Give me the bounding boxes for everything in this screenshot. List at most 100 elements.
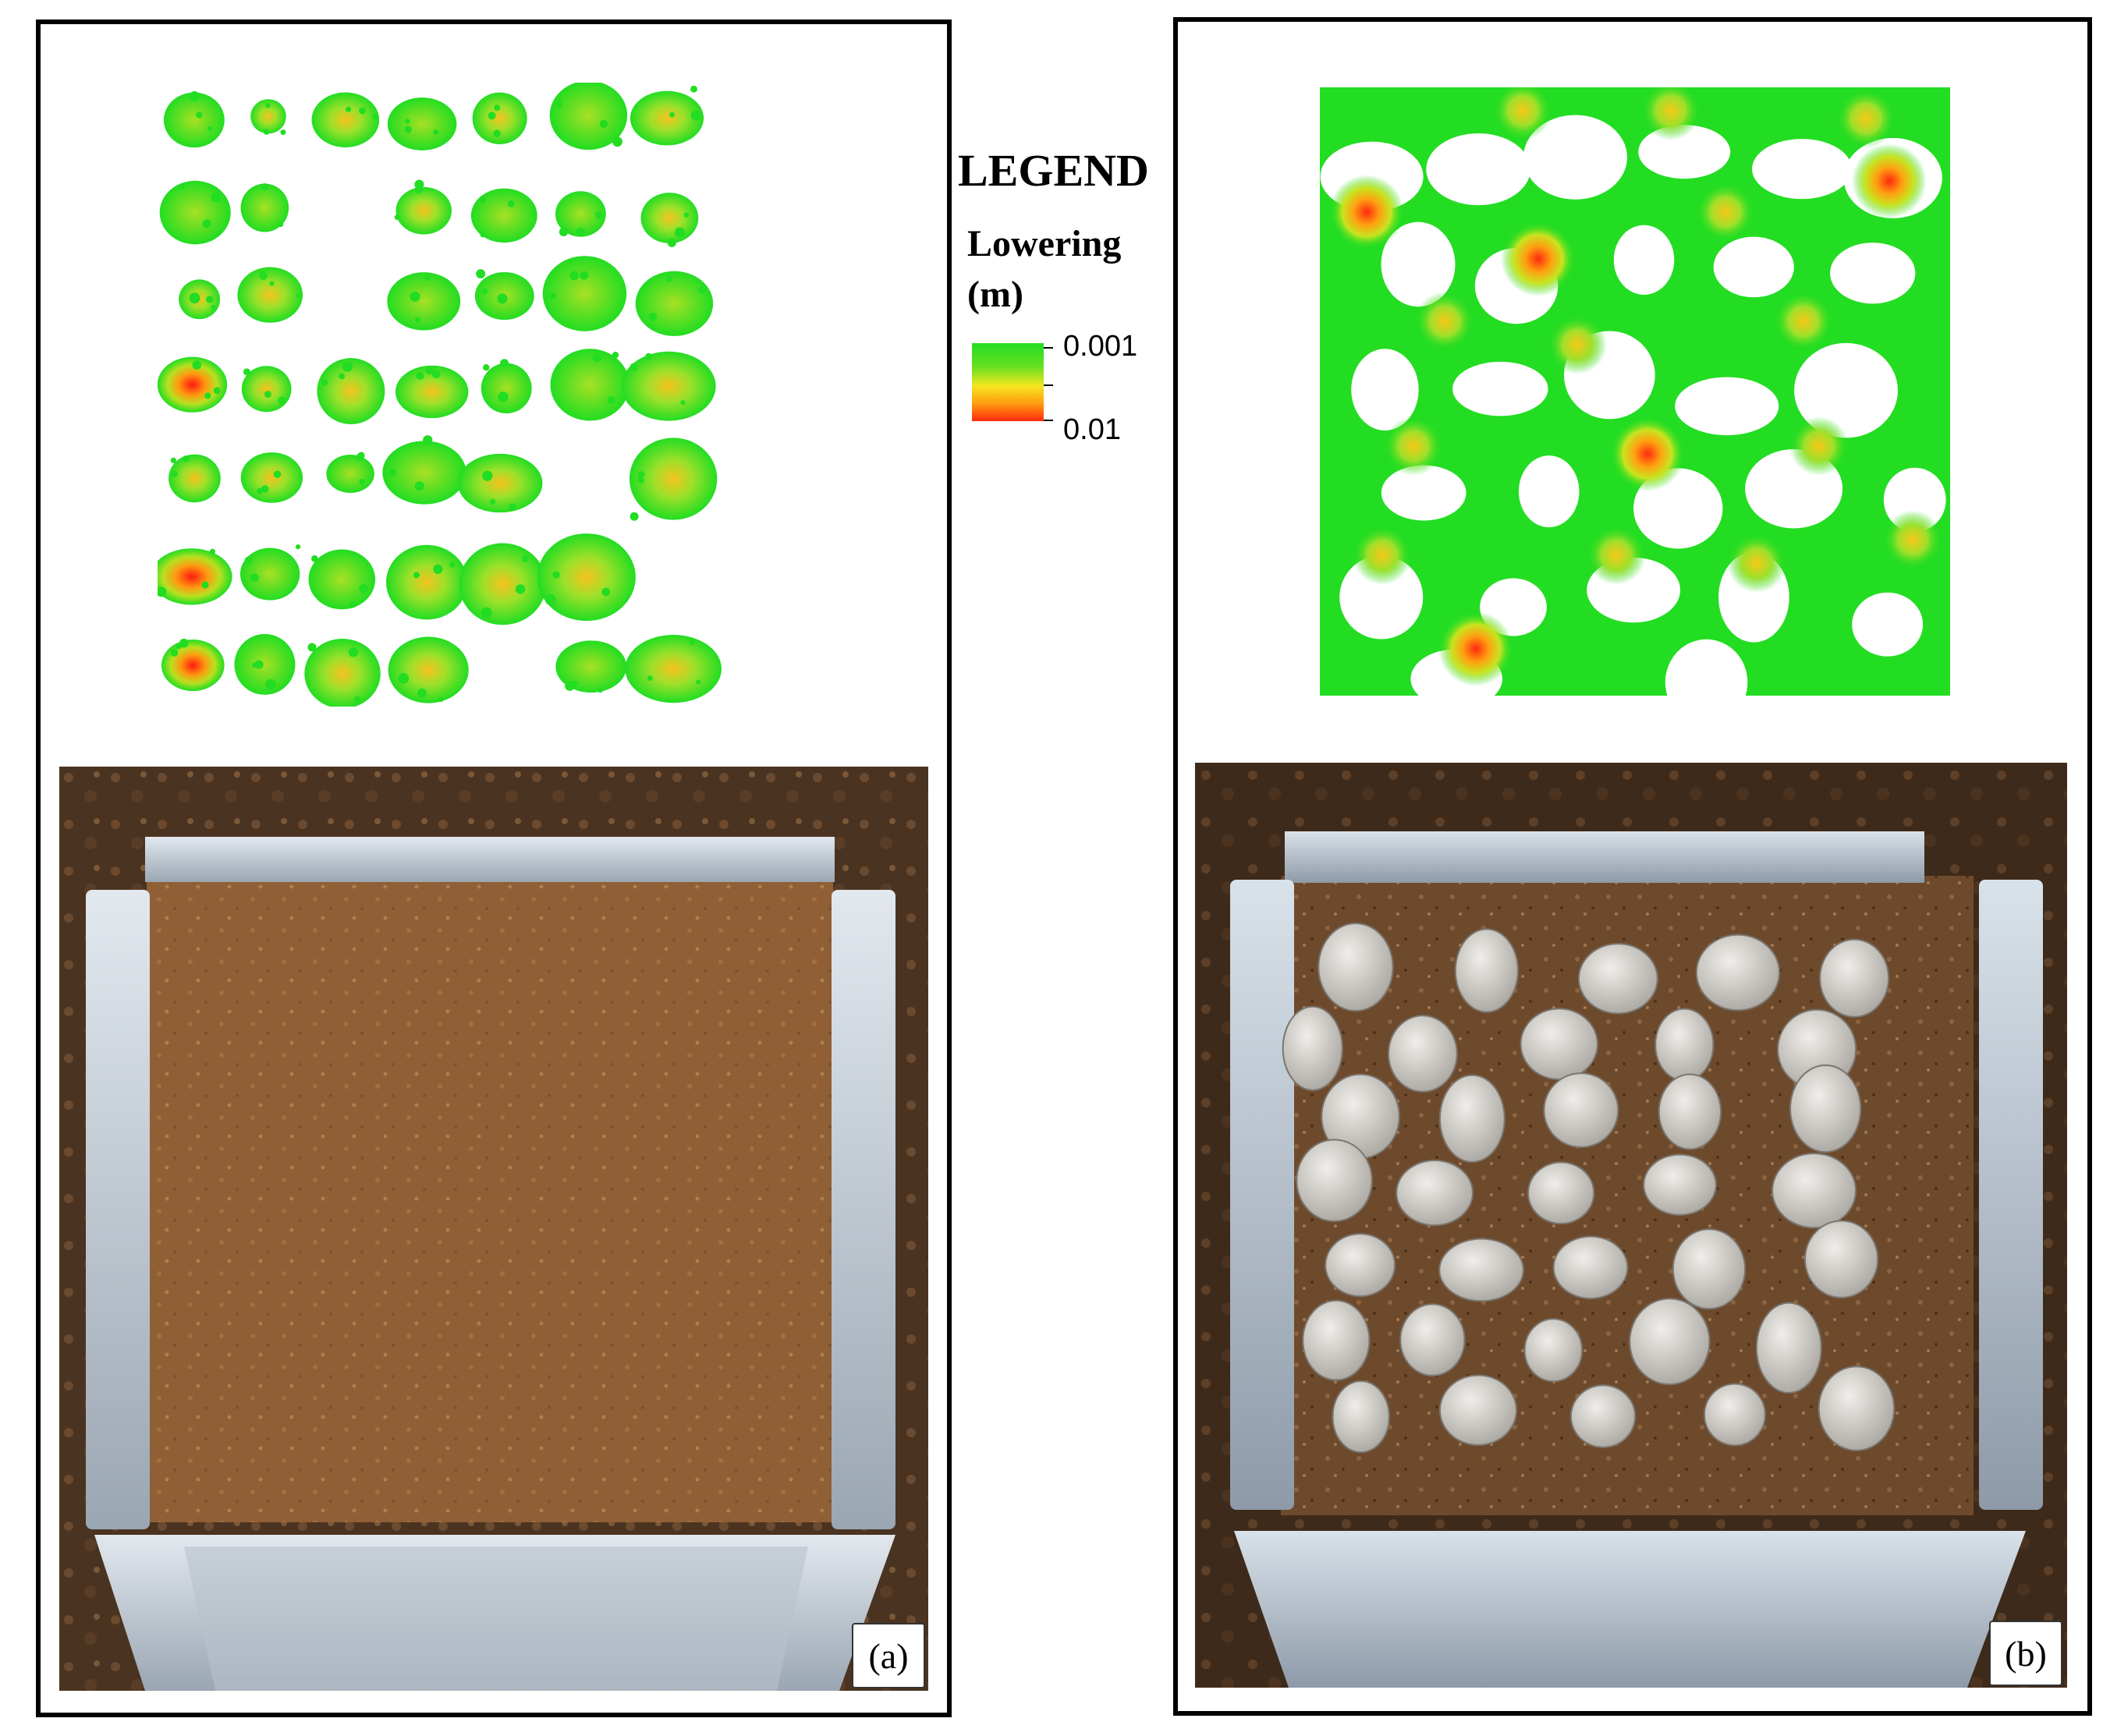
lowering-speck xyxy=(280,129,286,136)
lowering-speck xyxy=(645,353,652,360)
legend-tick-min xyxy=(1044,347,1053,349)
lowering-speck xyxy=(404,119,410,124)
lowering-blob xyxy=(159,180,231,245)
lowering-speck xyxy=(552,571,560,579)
lowering-blob xyxy=(555,640,627,693)
lowering-speck xyxy=(416,371,424,381)
map-b-top-edge xyxy=(1320,87,1950,101)
lowering-speck xyxy=(637,471,645,479)
lowering-blob xyxy=(387,97,457,151)
lowering-speck xyxy=(559,227,569,237)
lowering-speck xyxy=(414,179,424,190)
lowering-hotspot xyxy=(1789,416,1849,476)
panel-label-b: (b) xyxy=(1989,1621,2062,1686)
lowering-speck xyxy=(353,696,361,703)
lowering-speck xyxy=(321,378,328,386)
stone xyxy=(1317,922,1394,1012)
stone xyxy=(1819,938,1890,1018)
stone xyxy=(1332,1380,1390,1454)
stones-group xyxy=(1282,922,1896,1454)
lowering-speck xyxy=(683,212,690,218)
lowering-hotspot xyxy=(1641,87,1700,140)
lowering-speck xyxy=(176,643,182,650)
lowering-speck xyxy=(179,638,189,648)
photo-a xyxy=(59,767,928,1691)
stone xyxy=(1803,1220,1879,1298)
lowering-blob xyxy=(395,365,469,419)
stone xyxy=(1654,1008,1715,1082)
lowering-speck xyxy=(480,232,486,238)
lowering-speck xyxy=(296,293,301,299)
lowering-speck xyxy=(307,643,317,652)
lowering-blob xyxy=(317,358,385,424)
lowering-hotspot xyxy=(1438,611,1513,686)
lowering-speck xyxy=(601,587,611,597)
lowering-speck xyxy=(595,211,603,219)
lowering-speck xyxy=(555,101,563,108)
lowering-speck xyxy=(398,672,410,684)
lowering-blob xyxy=(549,83,628,151)
stone xyxy=(1302,1299,1371,1381)
lowering-speck xyxy=(433,564,443,574)
lowering-speck xyxy=(243,368,250,376)
lowering-speck xyxy=(263,129,270,135)
lowering-speck xyxy=(431,370,441,379)
lowering-speck xyxy=(388,468,397,477)
lowering-speck xyxy=(476,269,486,279)
lowering-speck xyxy=(493,129,501,138)
lowering-blob xyxy=(640,193,699,243)
lowering-speck xyxy=(629,363,638,371)
lowering-blob xyxy=(395,186,452,235)
lowering-blob xyxy=(161,639,225,692)
lowering-speck xyxy=(479,196,486,204)
lowering-speck xyxy=(171,470,178,477)
lowering-speck xyxy=(244,556,253,565)
lowering-blob xyxy=(240,183,289,232)
lowering-hotspot xyxy=(1883,510,1942,569)
lowering-speck xyxy=(201,581,209,589)
outlet-tray-b xyxy=(1234,1531,2026,1688)
lowering-speck xyxy=(648,312,658,321)
no-change-area xyxy=(1830,243,1916,304)
no-change-area xyxy=(1351,349,1419,431)
lowering-blob xyxy=(629,90,704,146)
stone xyxy=(1438,1238,1524,1302)
lowering-speck xyxy=(394,214,400,220)
right-frame-bar-b xyxy=(1979,880,2043,1510)
lowering-blob xyxy=(240,452,303,503)
no-change-area xyxy=(1452,361,1548,416)
lowering-blob xyxy=(635,271,714,336)
plot-photo-a xyxy=(59,767,928,1691)
lowering-hotspot xyxy=(1727,533,1786,593)
lowering-speck xyxy=(599,119,608,129)
soil-plot xyxy=(147,877,833,1522)
stone xyxy=(1703,1383,1766,1447)
lowering-blob xyxy=(459,543,547,625)
lowering-speck xyxy=(339,373,346,380)
lowering-speck xyxy=(482,470,493,481)
panel-label-a: (a) xyxy=(852,1623,925,1688)
lowering-speck xyxy=(489,498,496,505)
stone xyxy=(1629,1298,1711,1386)
stone xyxy=(1789,1064,1862,1153)
no-change-area xyxy=(1523,115,1628,200)
lowering-speck xyxy=(204,392,211,399)
lowering-speck xyxy=(257,487,264,494)
lowering-blob xyxy=(621,351,716,421)
lowering-speck xyxy=(500,359,509,368)
stone xyxy=(1695,934,1781,1011)
lowering-hotspot xyxy=(1548,315,1607,374)
lowering-speck xyxy=(410,291,420,302)
no-change-area xyxy=(1752,139,1852,200)
lowering-hotspot xyxy=(1836,89,1896,148)
lowering-speck xyxy=(481,288,488,295)
lowering-hotspot xyxy=(1415,292,1474,351)
lowering-blob xyxy=(311,92,380,147)
lowering-blob xyxy=(158,356,228,413)
lowering-speck xyxy=(202,219,211,229)
legend-tick-mid xyxy=(1044,384,1053,386)
lowering-speck xyxy=(254,660,264,669)
lowering-blob xyxy=(234,634,296,695)
stone xyxy=(1569,1384,1637,1448)
lowering-speck xyxy=(629,512,639,521)
